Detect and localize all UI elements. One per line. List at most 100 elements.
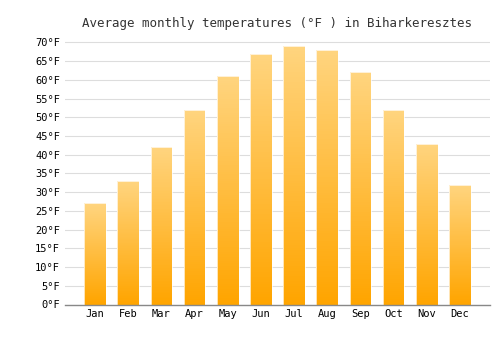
Bar: [316, 266, 338, 269]
Bar: [217, 110, 238, 113]
Bar: [284, 108, 305, 111]
Bar: [350, 209, 371, 212]
Bar: [350, 138, 371, 140]
Bar: [284, 126, 305, 129]
Bar: [316, 271, 338, 274]
Bar: [118, 291, 139, 292]
Bar: [184, 170, 206, 172]
Bar: [316, 261, 338, 264]
Bar: [350, 93, 371, 96]
Bar: [150, 201, 172, 202]
Bar: [449, 233, 470, 234]
Bar: [383, 199, 404, 201]
Bar: [118, 261, 139, 262]
Bar: [284, 80, 305, 82]
Bar: [316, 195, 338, 198]
Bar: [416, 253, 438, 254]
Bar: [449, 250, 470, 251]
Bar: [449, 288, 470, 289]
Bar: [184, 244, 206, 246]
Bar: [284, 142, 305, 144]
Bar: [217, 154, 238, 156]
Bar: [284, 144, 305, 147]
Bar: [316, 93, 338, 96]
Bar: [250, 244, 272, 247]
Bar: [150, 176, 172, 177]
Bar: [316, 241, 338, 243]
Bar: [383, 188, 404, 190]
Bar: [284, 149, 305, 152]
Bar: [449, 293, 470, 294]
Bar: [383, 131, 404, 133]
Bar: [250, 71, 272, 74]
Bar: [184, 236, 206, 238]
Bar: [350, 96, 371, 98]
Bar: [383, 159, 404, 160]
Bar: [416, 280, 438, 282]
Bar: [84, 211, 106, 212]
Bar: [449, 301, 470, 302]
Bar: [184, 270, 206, 271]
Bar: [383, 164, 404, 166]
Bar: [150, 195, 172, 196]
Bar: [416, 164, 438, 166]
Bar: [383, 266, 404, 267]
Bar: [84, 293, 106, 294]
Bar: [383, 120, 404, 121]
Bar: [150, 213, 172, 215]
Bar: [84, 212, 106, 214]
Bar: [449, 243, 470, 245]
Bar: [184, 151, 206, 153]
Bar: [449, 283, 470, 284]
Bar: [449, 225, 470, 227]
Bar: [316, 279, 338, 282]
Bar: [316, 50, 338, 52]
Bar: [217, 101, 238, 104]
Bar: [217, 83, 238, 85]
Bar: [316, 63, 338, 65]
Bar: [350, 212, 371, 214]
Bar: [284, 281, 305, 284]
Bar: [316, 55, 338, 58]
Bar: [217, 236, 238, 238]
Bar: [383, 203, 404, 205]
Bar: [184, 223, 206, 225]
Bar: [350, 79, 371, 82]
Bar: [316, 116, 338, 119]
Bar: [217, 88, 238, 90]
Bar: [217, 193, 238, 195]
Bar: [383, 110, 404, 112]
Bar: [416, 156, 438, 158]
Bar: [250, 227, 272, 229]
Title: Average monthly temperatures (°F ) in Biharkeresztes: Average monthly temperatures (°F ) in Bi…: [82, 17, 472, 30]
Bar: [84, 258, 106, 259]
Bar: [284, 232, 305, 235]
Bar: [284, 95, 305, 98]
Bar: [250, 177, 272, 179]
Bar: [316, 164, 338, 167]
Bar: [118, 197, 139, 198]
Bar: [449, 231, 470, 233]
Bar: [118, 207, 139, 208]
Bar: [383, 156, 404, 159]
Bar: [184, 139, 206, 141]
Bar: [84, 238, 106, 239]
Bar: [284, 211, 305, 214]
Bar: [449, 246, 470, 247]
Bar: [416, 300, 438, 301]
Bar: [184, 215, 206, 217]
Bar: [350, 214, 371, 216]
Bar: [284, 256, 305, 258]
Bar: [250, 54, 272, 304]
Bar: [284, 214, 305, 217]
Bar: [383, 275, 404, 277]
Bar: [184, 291, 206, 293]
Bar: [284, 46, 305, 304]
Bar: [184, 229, 206, 231]
Bar: [284, 261, 305, 263]
Bar: [184, 125, 206, 127]
Bar: [150, 301, 172, 303]
Bar: [84, 247, 106, 248]
Bar: [449, 223, 470, 224]
Bar: [217, 120, 238, 122]
